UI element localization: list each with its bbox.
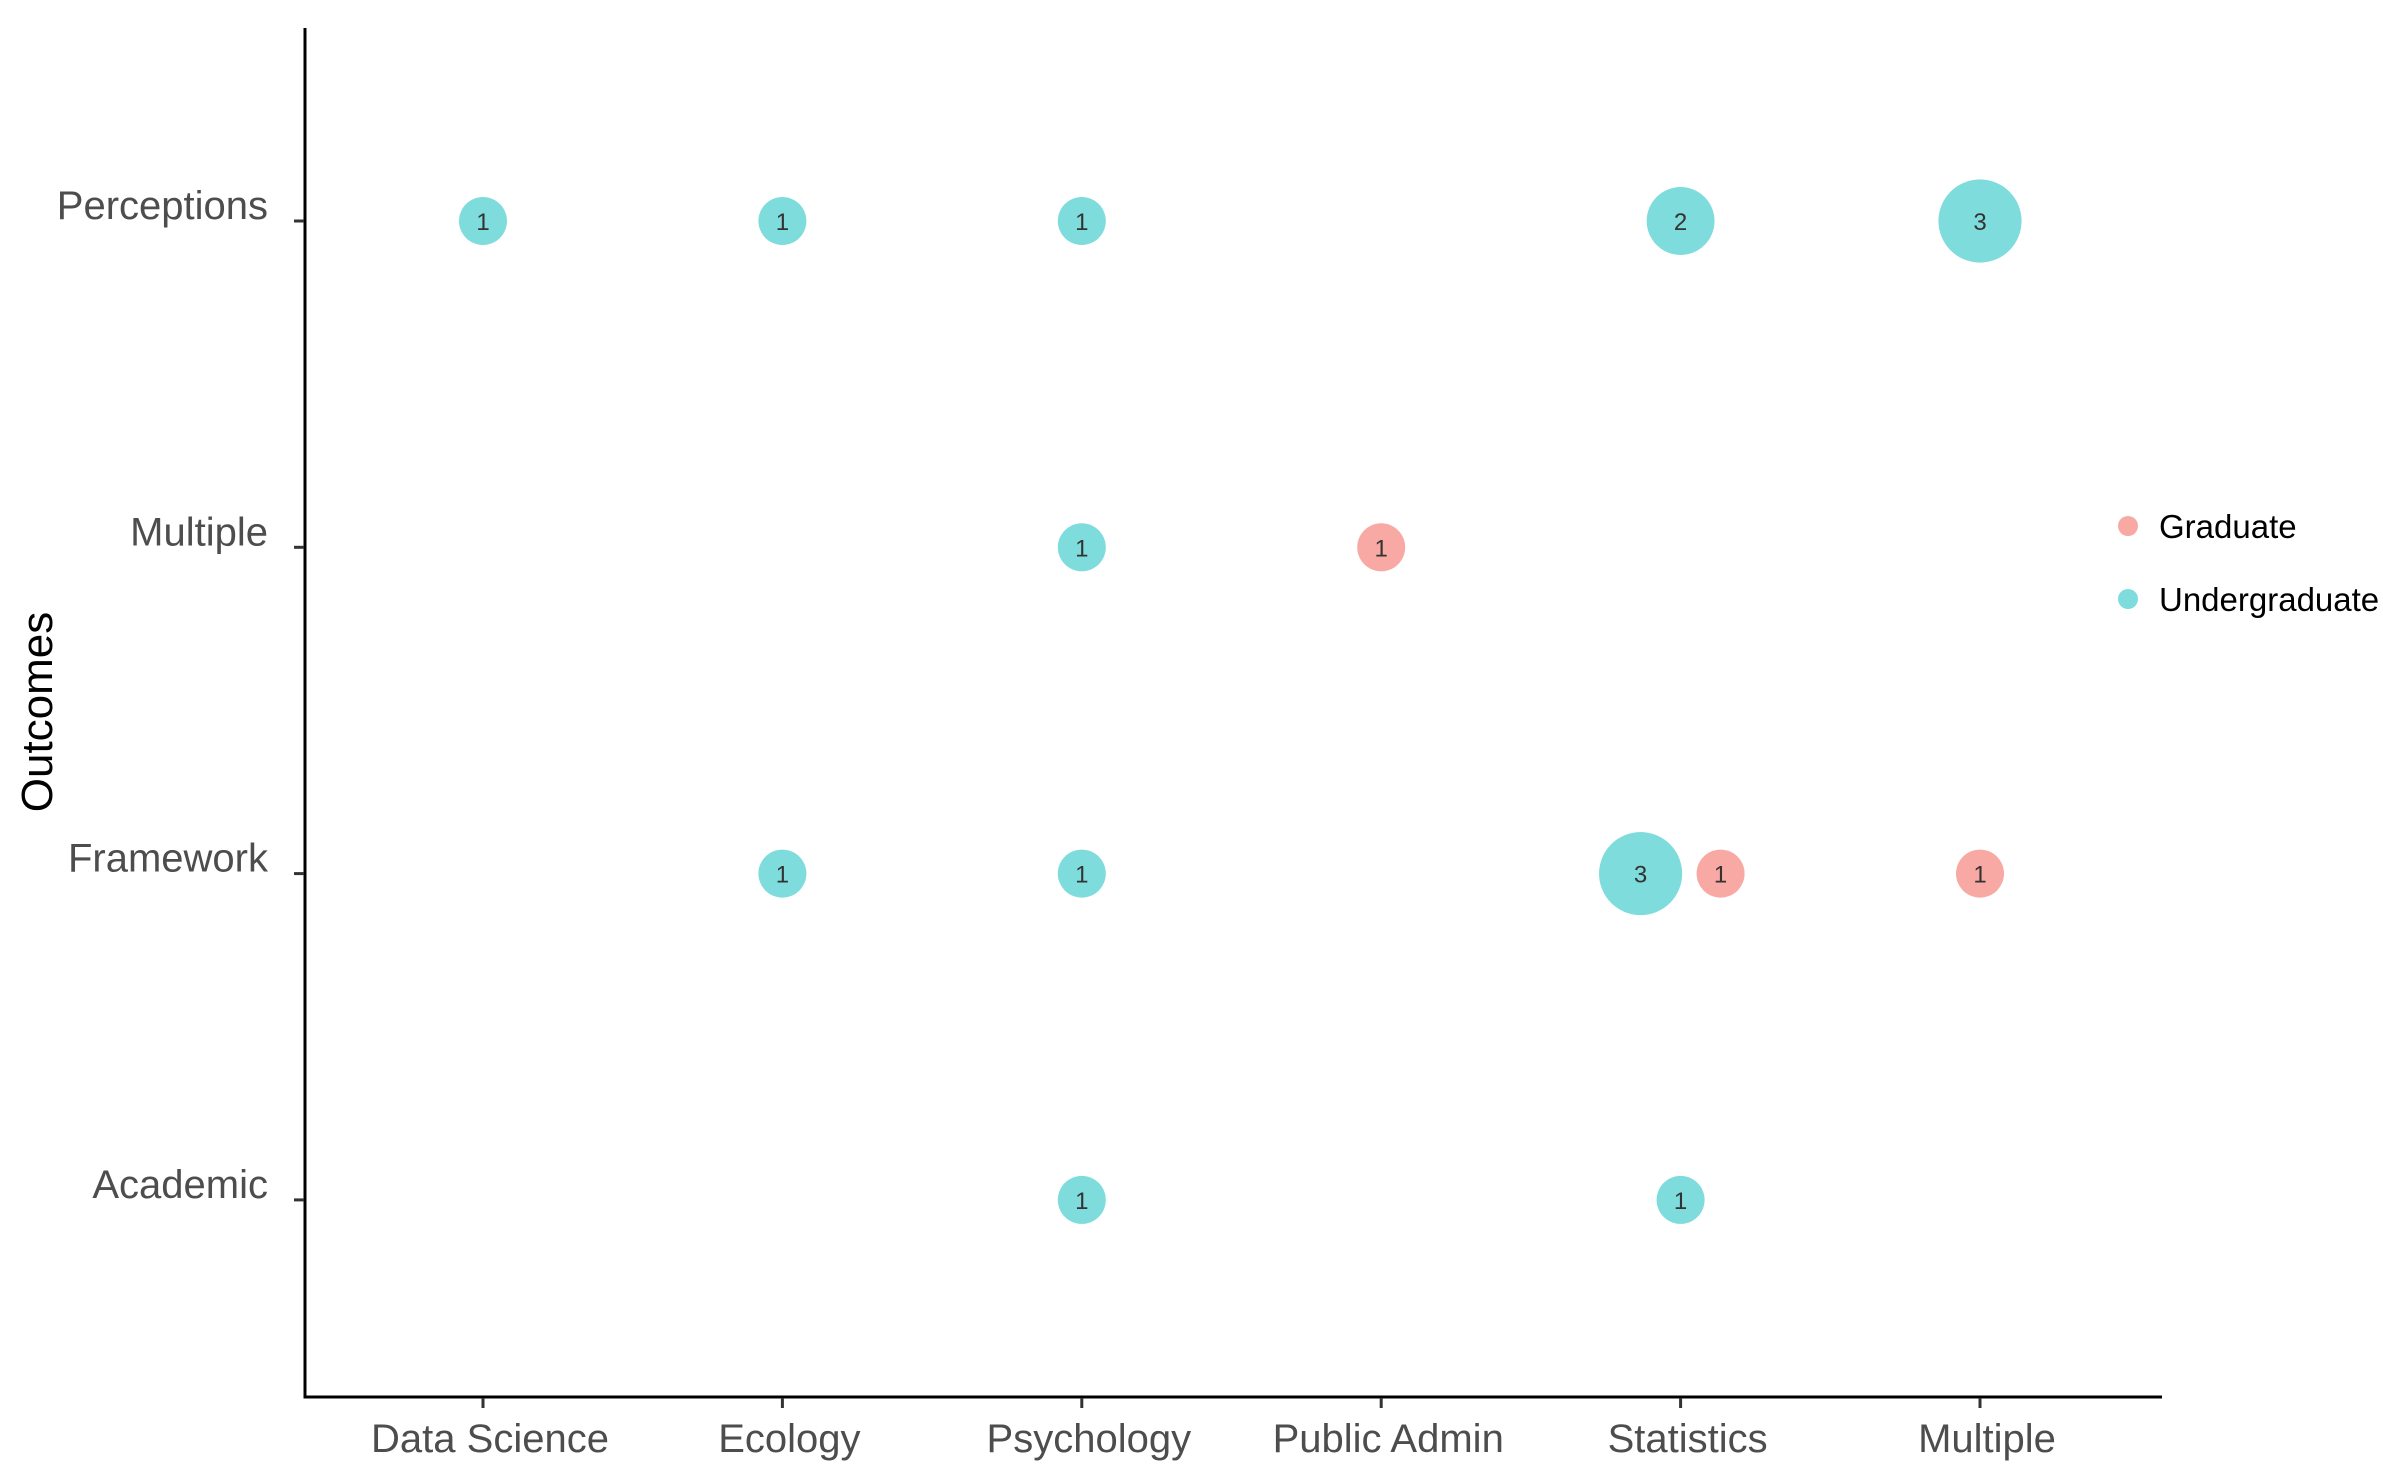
bubble-graduate-multiple-framework: [1956, 849, 2004, 898]
legend-key-graduate: [2118, 516, 2138, 536]
bubble-undergraduate-psychology-framework: [1057, 849, 1106, 898]
y-axis-title: Outcomes: [13, 612, 62, 813]
bubble-undergraduate-ecology-framework-label: 1: [776, 862, 789, 889]
bubble-undergraduate-statistics-academic-label: 1: [1674, 1188, 1687, 1215]
bubble-graduate-statistics-framework-label: 1: [1714, 862, 1727, 889]
y-ticks: Academic Framework Multiple Perceptions: [57, 184, 304, 1207]
bubble-undergraduate-ecology-perceptions: [758, 197, 807, 245]
bubble-undergraduate-multiple-perceptions-label: 3: [1973, 209, 1986, 236]
bubble-undergraduate-statistics-perceptions-label: 2: [1674, 209, 1687, 236]
bubble-graduate-public-admin-multiple: [1357, 523, 1406, 572]
legend-label-undergraduate: Undergraduate: [2159, 581, 2379, 618]
bubble-undergraduate-ecology-perceptions-label: 1: [776, 209, 789, 236]
x-tick-label-multiple: Multiple: [1918, 1417, 2056, 1461]
bubble-undergraduate-psychology-perceptions: [1057, 197, 1106, 245]
bubble-undergraduate-psychology-multiple: [1057, 523, 1106, 572]
legend-label-graduate: Graduate: [2159, 508, 2297, 545]
bubble-graduate-multiple-framework-label: 1: [1973, 862, 1986, 889]
bubble-undergraduate-data-science-perceptions: [459, 197, 507, 245]
bubble-undergraduate-data-science-perceptions-label: 1: [476, 209, 489, 236]
bubble-undergraduate-multiple-perceptions: [1938, 179, 2022, 263]
bubble-undergraduate-psychology-academic-label: 1: [1075, 1188, 1088, 1215]
bubble-undergraduate-statistics-framework-label: 3: [1634, 862, 1647, 889]
y-tick-label-academic: Academic: [92, 1163, 268, 1207]
x-ticks: Data Science Ecology Psychology Public Admi…: [371, 1398, 2056, 1461]
legend: Graduate Undergraduate: [2118, 508, 2379, 618]
bubble-graduate-public-admin-multiple-label: 1: [1375, 535, 1388, 562]
x-tick-label-public-admin: Public Admin: [1273, 1417, 1504, 1461]
bubble-undergraduate-psychology-multiple-label: 1: [1075, 535, 1088, 562]
bubble-undergraduate-statistics-academic: [1656, 1175, 1705, 1224]
x-tick-label-ecology: Ecology: [718, 1417, 860, 1461]
y-tick-label-multiple: Multiple: [130, 510, 268, 554]
x-tick-label-statistics: Statistics: [1608, 1417, 1768, 1461]
bubble-undergraduate-statistics-perceptions: [1646, 187, 1715, 255]
axes: [303, 28, 2162, 1399]
y-tick-label-framework: Framework: [68, 837, 269, 881]
y-tick-label-perceptions: Perceptions: [57, 184, 268, 228]
bubble-undergraduate-psychology-perceptions-label: 1: [1075, 209, 1088, 236]
bubbles: 1 1 1 1 1 1 2 3 1 1 1 3 1 1: [459, 179, 2022, 1224]
x-tick-label-psychology: Psychology: [987, 1417, 1192, 1461]
x-tick-label-data-science: Data Science: [371, 1417, 609, 1461]
bubble-undergraduate-statistics-framework: [1599, 832, 1683, 916]
legend-key-undergraduate: [2118, 589, 2138, 609]
bubble-graduate-statistics-framework: [1696, 849, 1745, 898]
bubble-undergraduate-psychology-academic: [1057, 1175, 1106, 1224]
bubble-undergraduate-psychology-framework-label: 1: [1075, 862, 1088, 889]
bubble-undergraduate-ecology-framework: [758, 849, 807, 898]
